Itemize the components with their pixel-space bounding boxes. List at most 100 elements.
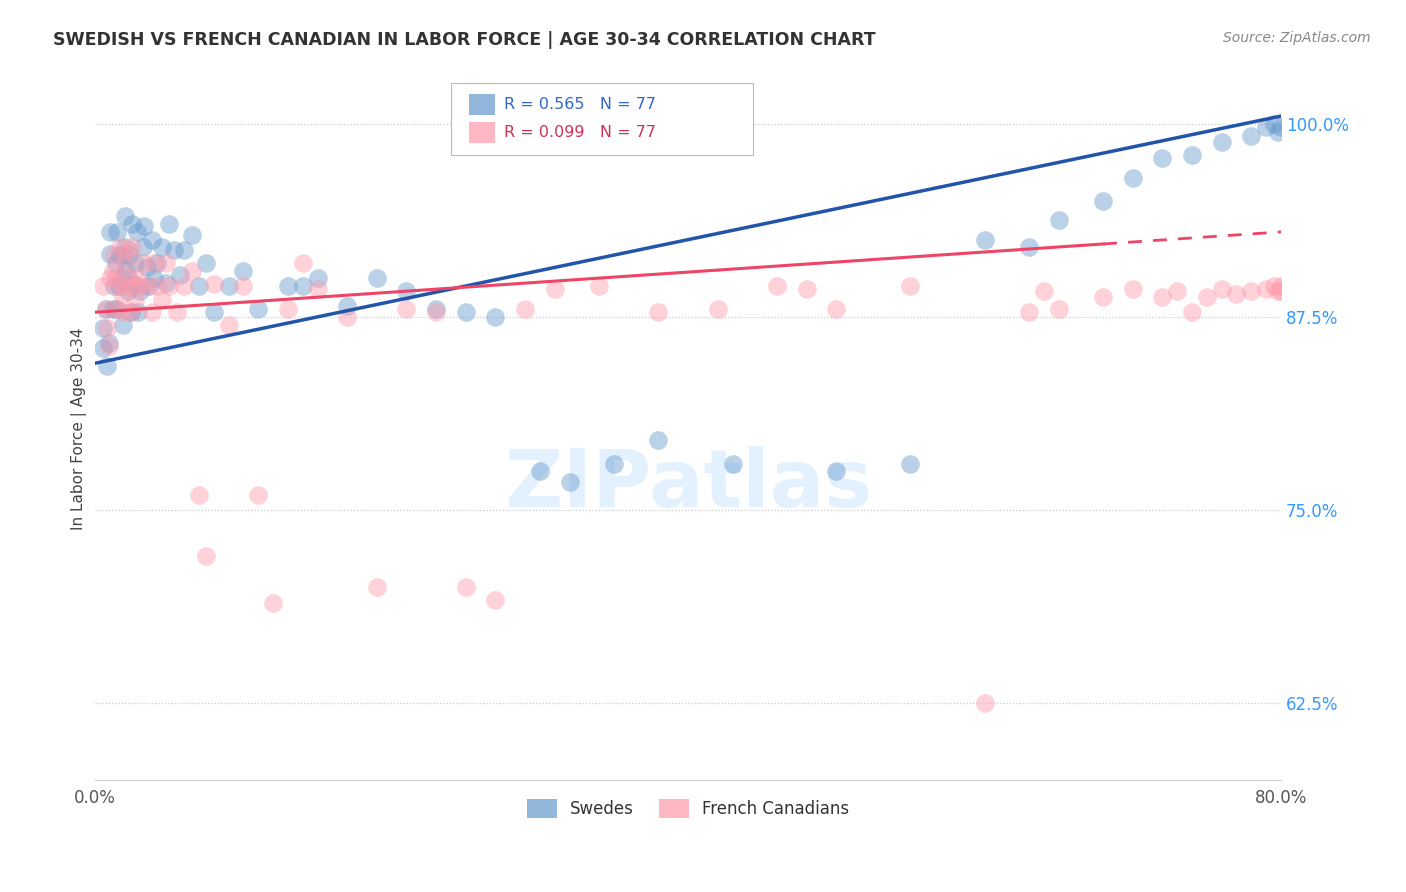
Point — [103, 279, 125, 293]
Point — [110, 240, 132, 254]
Point — [173, 244, 195, 258]
Point — [117, 284, 139, 298]
Point — [766, 279, 789, 293]
Point — [973, 696, 995, 710]
Point — [1211, 282, 1233, 296]
Point — [1122, 282, 1144, 296]
Point — [202, 277, 225, 292]
Point — [122, 277, 145, 292]
Point — [97, 339, 120, 353]
Point — [103, 248, 125, 262]
Point — [1181, 305, 1204, 319]
Point — [1211, 136, 1233, 150]
Point — [529, 464, 551, 478]
Point — [195, 256, 218, 270]
Point — [121, 240, 143, 254]
Point — [124, 256, 146, 270]
Point — [114, 256, 136, 270]
Point — [277, 302, 299, 317]
Point — [647, 434, 669, 448]
Point — [425, 305, 447, 319]
Point — [118, 271, 141, 285]
Point — [1225, 286, 1247, 301]
Point — [169, 268, 191, 282]
Point — [1152, 290, 1174, 304]
Point — [188, 487, 211, 501]
Point — [395, 302, 418, 317]
Point — [721, 457, 744, 471]
Point — [122, 279, 145, 293]
Point — [1270, 279, 1292, 293]
Point — [1018, 240, 1040, 254]
Point — [232, 263, 254, 277]
Point — [141, 305, 163, 319]
Point — [1195, 290, 1218, 304]
Point — [166, 305, 188, 319]
Point — [1181, 147, 1204, 161]
Text: SWEDISH VS FRENCH CANADIAN IN LABOR FORCE | AGE 30-34 CORRELATION CHART: SWEDISH VS FRENCH CANADIAN IN LABOR FORC… — [53, 31, 876, 49]
Point — [291, 279, 314, 293]
Text: R = 0.099   N = 77: R = 0.099 N = 77 — [505, 125, 657, 140]
Point — [180, 227, 202, 242]
Point — [157, 217, 180, 231]
Point — [1047, 302, 1070, 317]
Legend: Swedes, French Canadians: Swedes, French Canadians — [520, 793, 856, 825]
Point — [307, 271, 329, 285]
Point — [150, 293, 173, 307]
Point — [98, 225, 121, 239]
Point — [973, 233, 995, 247]
Point — [1032, 284, 1054, 298]
Point — [900, 279, 922, 293]
Point — [146, 279, 169, 293]
Point — [101, 263, 124, 277]
Point — [1256, 282, 1278, 296]
Point — [155, 256, 177, 270]
Point — [603, 457, 626, 471]
Point — [101, 302, 124, 317]
Point — [454, 580, 477, 594]
Point — [91, 279, 114, 293]
Point — [1270, 284, 1292, 298]
Point — [202, 305, 225, 319]
Point — [1263, 279, 1285, 293]
Point — [544, 282, 567, 296]
Point — [155, 276, 177, 290]
Point — [107, 302, 129, 317]
Point — [128, 284, 150, 298]
Point — [425, 302, 447, 317]
Point — [108, 279, 131, 293]
Point — [1092, 290, 1115, 304]
Point — [1267, 124, 1289, 138]
Point — [163, 244, 186, 258]
Point — [118, 248, 141, 262]
Point — [141, 233, 163, 247]
Point — [104, 256, 127, 270]
Point — [98, 246, 121, 260]
Point — [131, 240, 153, 254]
Point — [94, 302, 117, 317]
Point — [125, 271, 148, 285]
Point — [1267, 284, 1289, 298]
Point — [307, 282, 329, 296]
Point — [110, 248, 132, 262]
Point — [107, 225, 129, 239]
Point — [706, 302, 728, 317]
Point — [1263, 117, 1285, 131]
Point — [484, 310, 506, 324]
Point — [136, 279, 159, 293]
Point — [825, 302, 848, 317]
Point — [825, 464, 848, 478]
Point — [138, 279, 160, 293]
Point — [188, 279, 211, 293]
Point — [131, 256, 153, 270]
Point — [120, 305, 142, 319]
Point — [108, 279, 131, 293]
Point — [104, 271, 127, 285]
Point — [588, 279, 610, 293]
Point — [336, 299, 359, 313]
Point — [1122, 170, 1144, 185]
Point — [96, 359, 118, 374]
Point — [136, 260, 159, 275]
Point — [128, 279, 150, 293]
Point — [180, 263, 202, 277]
